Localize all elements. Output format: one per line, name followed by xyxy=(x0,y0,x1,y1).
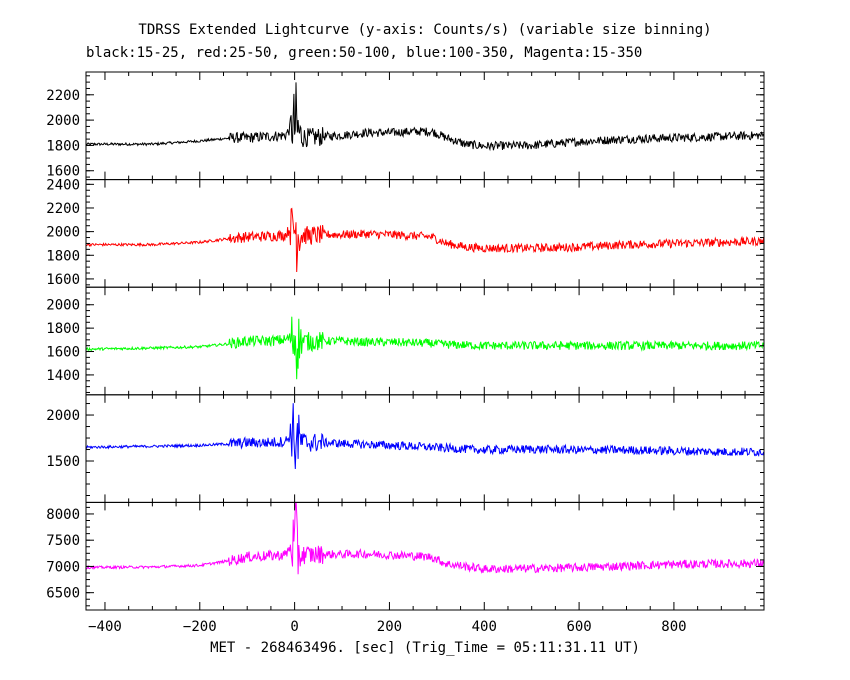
panel-50-100: 1400 1600 1800 2000 xyxy=(46,286,765,396)
panel-frame xyxy=(85,71,765,181)
y-tick-label: 1500 xyxy=(46,454,80,470)
y-tick-label: 1600 xyxy=(46,345,80,361)
y-tick-label: 2200 xyxy=(46,88,80,104)
x-tick-label: −200 xyxy=(183,619,217,635)
y-tick-label: 8000 xyxy=(46,507,80,523)
y-tick-label: 1800 xyxy=(46,138,80,154)
y-tick-label: 1800 xyxy=(46,248,80,264)
y-tick-label: 7500 xyxy=(46,533,80,549)
series-line-15-350 xyxy=(86,502,764,575)
panel-frame xyxy=(85,501,765,611)
panel-25-50: 1600 1800 2000 2200 2400 xyxy=(46,177,765,288)
panels-group: 1600180020002200160018002000220024001400… xyxy=(46,71,765,635)
panel-15-25: 1600 1800 2000 2200 xyxy=(46,71,765,181)
series-line-25-50 xyxy=(86,207,764,273)
y-tick-label: 2200 xyxy=(46,201,80,217)
x-tick-label: 0 xyxy=(290,619,298,635)
x-tick-label: 800 xyxy=(661,619,686,635)
panel-100-350: 1500 2000 xyxy=(46,394,765,503)
y-tick-label: 2400 xyxy=(46,177,80,193)
chart-title: TDRSS Extended Lightcurve (y-axis: Count… xyxy=(138,22,712,38)
y-tick-label: 2000 xyxy=(46,408,80,424)
y-tick-label: 1800 xyxy=(46,321,80,337)
panel-frame xyxy=(85,179,765,288)
series-line-15-25 xyxy=(86,82,764,152)
x-tick-label: 200 xyxy=(377,619,402,635)
chart-subtitle: black:15-25, red:25-50, green:50-100, bl… xyxy=(86,45,643,61)
y-tick-label: 2000 xyxy=(46,113,80,129)
y-tick-label: 1600 xyxy=(46,164,80,180)
y-tick-label: 1400 xyxy=(46,368,80,384)
x-tick-label: −400 xyxy=(88,619,122,635)
x-axis-label: MET - 268463496. [sec] (Trig_Time = 05:1… xyxy=(210,640,640,656)
series-line-100-350 xyxy=(86,403,764,470)
y-tick-label: 6500 xyxy=(46,586,80,602)
y-tick-label: 1600 xyxy=(46,272,80,288)
panel-15-350: 6500 7000 7500 8000 xyxy=(46,501,765,611)
series-line-50-100 xyxy=(86,316,764,380)
x-tick-label: 400 xyxy=(472,619,497,635)
y-tick-label: 7000 xyxy=(46,559,80,575)
y-tick-label: 2000 xyxy=(46,225,80,241)
x-tick-label: 600 xyxy=(566,619,591,635)
y-tick-label: 2000 xyxy=(46,298,80,314)
